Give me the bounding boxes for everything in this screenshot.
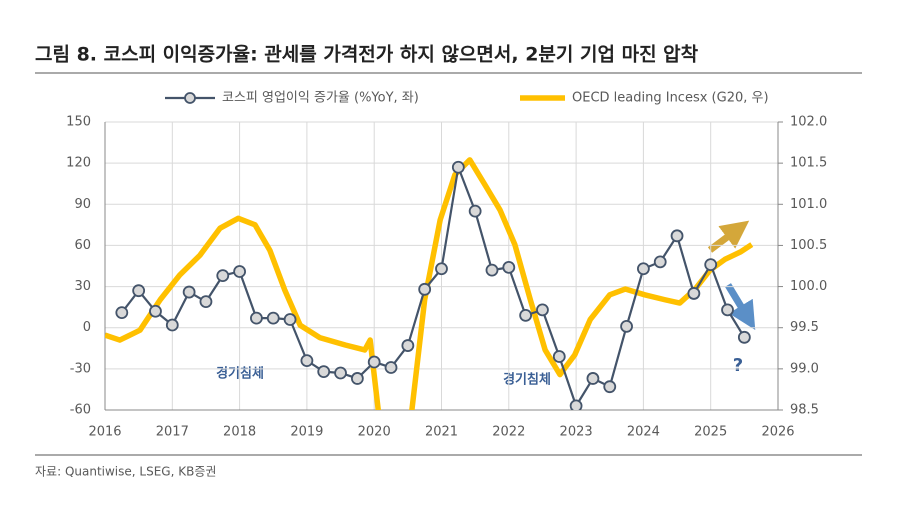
x-tick-label: 2021 [425,425,458,440]
plot [105,157,754,410]
point [115,306,129,320]
y2-tick-label: 102.0 [790,115,827,130]
point [721,303,734,317]
point [502,260,516,274]
point [149,304,162,318]
point [216,269,230,283]
y2-tick-label: 98.5 [790,403,819,418]
y-tick-label: 30 [74,279,91,294]
point [468,204,482,218]
series-line [105,157,754,410]
point [536,303,549,317]
legend-label: 코스피 영업이익 증가율 (%YoY, 좌) [222,91,419,106]
x-tick-label: 2016 [88,425,121,440]
x-tick-label: 2020 [358,425,391,440]
x-tick-label: 2017 [156,425,189,440]
point [485,263,499,277]
y-tick-label: 90 [74,197,91,212]
point [300,354,314,368]
point [435,262,448,276]
legend-swatch [184,92,196,104]
point [384,361,398,374]
point [569,399,583,410]
point [165,318,179,332]
y-tick-label: -30 [70,361,91,376]
point [266,311,280,325]
point [670,229,684,243]
arrow-down [725,283,756,330]
x-tick-label: 2022 [492,425,525,440]
annotation: 경기침체 [503,372,551,388]
y2-tick-label: 101.5 [790,156,827,171]
point [182,285,196,299]
point [199,295,213,309]
point [401,339,415,352]
x-tick-label: 2019 [290,425,323,440]
y2-tick-label: 100.0 [790,279,827,294]
point [519,308,533,322]
point [653,255,667,269]
point [317,365,331,379]
x-tick-label: 2025 [694,425,727,440]
point [283,313,297,326]
y-tick-label: -60 [70,403,91,418]
arrow-up [707,220,750,253]
point [586,372,600,385]
point [637,262,650,276]
point [418,282,432,296]
point [350,372,364,385]
point [132,284,146,298]
point [233,265,247,278]
y-tick-label: 0 [83,320,91,335]
legend-label: OECD leading Incesx (G20, 우) [572,91,769,106]
point [552,350,566,363]
point [620,319,633,333]
x-tick-label: 2026 [761,425,794,440]
y-tick-label: 120 [66,156,91,171]
x-tick-label: 2018 [223,425,256,440]
y2-tick-label: 99.0 [790,361,819,376]
point [451,160,465,174]
point [250,311,263,325]
y2-tick-label: 100.5 [790,238,827,253]
source: 자료: Quantiwise, LSEG, KB증권 [35,465,216,479]
point [334,366,347,380]
y-tick-label: 150 [66,115,91,130]
annotation: ? [733,355,743,376]
y2-tick-label: 101.0 [790,197,827,212]
point [367,355,381,369]
y2-tick-label: 99.5 [790,320,819,335]
chart-title: 그림 8. 코스피 이익증가율: 관세를 가격전가 하지 않으면서, 2분기 기… [35,44,699,66]
point [603,380,617,394]
point [687,287,701,300]
point [737,330,751,344]
y-tick-label: 60 [74,238,91,253]
x-tick-label: 2024 [627,425,660,440]
x-tick-label: 2023 [560,425,593,440]
point [704,258,718,272]
